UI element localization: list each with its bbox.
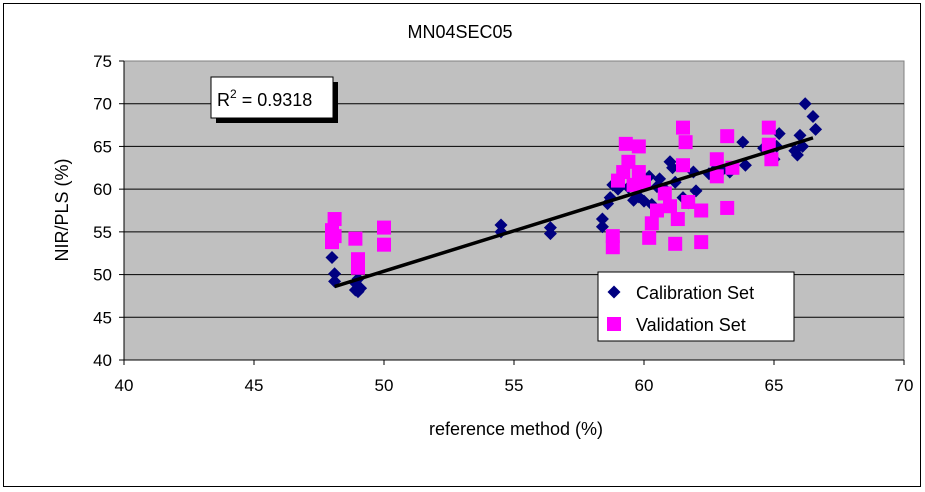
calibration-point <box>653 172 667 186</box>
validation-point <box>618 136 633 151</box>
x-ticks: 40 45 50 55 60 65 70 <box>115 360 914 395</box>
y-tick-label: 50 <box>93 266 112 285</box>
legend-marker-calibration <box>607 285 621 299</box>
validation-point <box>676 158 690 173</box>
y-tick-label: 45 <box>93 308 112 327</box>
validation-point <box>694 203 709 218</box>
calibration-point <box>772 127 786 141</box>
y-tick-label: 75 <box>93 52 112 71</box>
chart-title: MN04SEC05 <box>407 22 512 42</box>
validation-point <box>631 139 646 154</box>
calibration-point <box>793 128 807 142</box>
validation-point <box>605 240 620 255</box>
calibration-point <box>738 158 752 172</box>
r-squared-superscript: 2 <box>230 87 237 101</box>
y-axis-title: NIR/PLS (%) <box>52 158 72 261</box>
validation-point <box>761 137 776 152</box>
calibration-point <box>809 122 823 136</box>
validation-point <box>327 212 342 227</box>
validation-series <box>325 120 779 275</box>
r-squared-r: R <box>217 90 230 110</box>
trendline <box>334 136 814 289</box>
calibration-point <box>494 218 508 232</box>
validation-point <box>650 203 664 218</box>
x-axis-title: reference method (%) <box>429 419 603 439</box>
y-tick-label: 60 <box>93 180 112 199</box>
validation-point <box>676 120 690 135</box>
validation-point <box>709 169 724 184</box>
calibration-point <box>543 221 557 235</box>
x-tick-label: 70 <box>895 376 914 395</box>
legend-diamond <box>607 285 621 299</box>
y-tick-label: 70 <box>93 95 112 114</box>
validation-point <box>694 235 709 250</box>
y-ticks: 40 45 50 55 60 65 70 75 <box>93 52 124 370</box>
validation-point <box>657 186 672 201</box>
legend-label-calibration: Calibration Set <box>636 283 754 303</box>
validation-point <box>644 216 659 231</box>
validation-point <box>720 200 735 215</box>
validation-point <box>668 236 683 251</box>
validation-point <box>764 152 779 167</box>
x-tick-label: 65 <box>765 376 784 395</box>
legend-label-validation: Validation Set <box>636 315 746 335</box>
x-tick-label: 55 <box>505 376 524 395</box>
x-tick-label: 40 <box>115 376 134 395</box>
validation-point <box>720 129 735 144</box>
validation-point <box>327 229 342 244</box>
validation-point <box>377 237 391 252</box>
r-squared-annotation: R2 = 0.9318 <box>210 76 338 123</box>
legend-marker-validation <box>607 317 621 331</box>
calibration-point <box>328 267 342 281</box>
legend: Calibration Set Validation Set <box>597 271 795 342</box>
calibration-point <box>595 220 609 234</box>
r-squared-box <box>210 76 334 119</box>
calibration-point <box>798 97 812 111</box>
validation-point <box>678 135 693 150</box>
validation-point <box>377 220 391 235</box>
validation-point <box>351 260 365 275</box>
calibration-point <box>666 161 680 175</box>
calibration-point <box>736 135 750 149</box>
y-tick-label: 40 <box>93 351 112 370</box>
validation-point <box>681 194 696 209</box>
legend-box <box>597 271 795 342</box>
validation-point <box>709 152 724 167</box>
calibration-point <box>689 184 703 198</box>
calibration-point <box>354 281 368 295</box>
r-squared-label: R2 = 0.9318 <box>217 87 312 110</box>
calibration-point <box>790 148 804 162</box>
calibration-point <box>595 212 609 226</box>
validation-point <box>761 120 776 135</box>
validation-point <box>637 175 651 190</box>
validation-point <box>670 212 685 227</box>
validation-point <box>663 199 677 214</box>
validation-point <box>642 230 657 245</box>
y-tick-label: 55 <box>93 223 112 242</box>
validation-point <box>348 231 363 246</box>
x-tick-label: 60 <box>635 376 654 395</box>
legend-square <box>607 317 621 331</box>
calibration-point <box>806 110 820 124</box>
r-squared-value: = 0.9318 <box>237 90 313 110</box>
x-tick-label: 45 <box>245 376 264 395</box>
x-tick-label: 50 <box>375 376 394 395</box>
y-tick-label: 65 <box>93 137 112 156</box>
validation-point <box>605 229 620 244</box>
calibration-point <box>325 250 339 264</box>
